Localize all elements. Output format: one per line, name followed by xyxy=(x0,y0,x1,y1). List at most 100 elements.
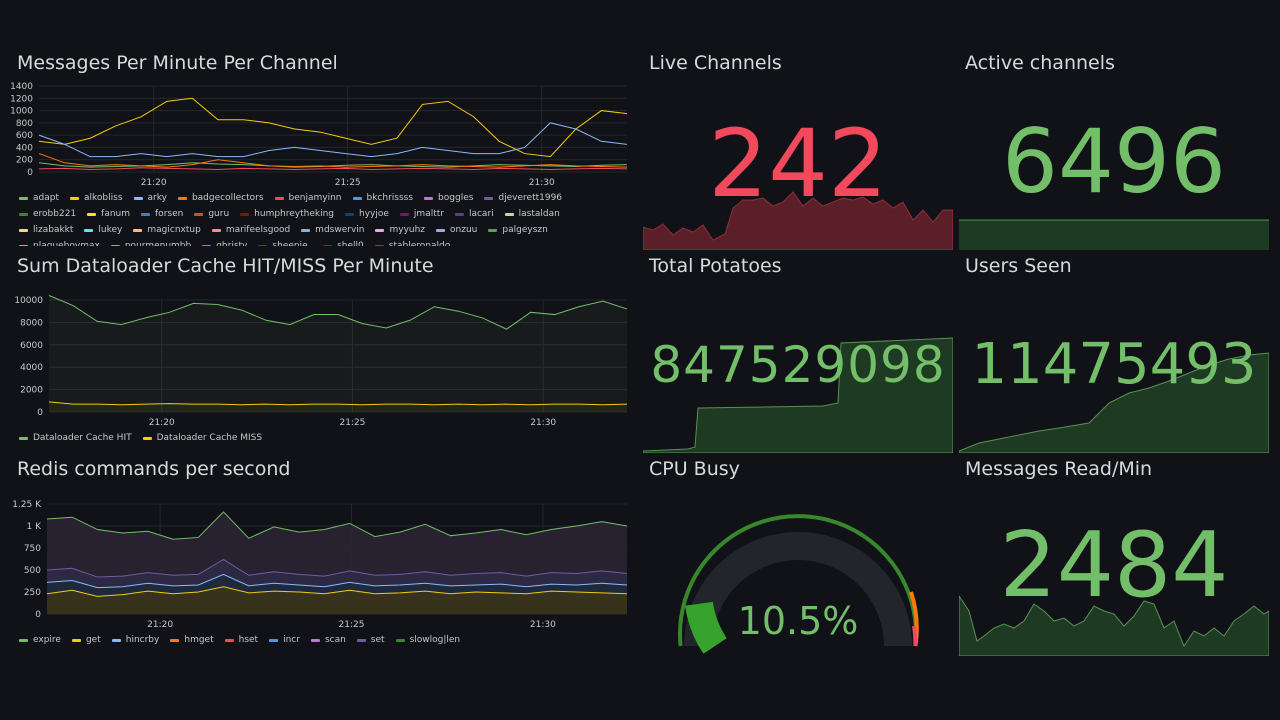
x-tick-label: 21:30 xyxy=(530,620,556,630)
legend-item[interactable]: alkobliss xyxy=(70,190,123,206)
legend-label: onzuu xyxy=(450,225,478,235)
legend-label: lastaldan xyxy=(518,209,560,219)
legend-item[interactable]: adapt xyxy=(19,190,59,206)
series-area-get xyxy=(47,586,627,614)
legend-label: benjamyinn xyxy=(288,193,342,203)
legend: expire get hincrby hmget hset incr scan set slow… xyxy=(19,632,629,648)
legend-item[interactable]: shell0 xyxy=(323,238,364,246)
legend-item[interactable]: hyyjoe xyxy=(345,206,389,222)
messages-chart[interactable]: 1400 1200 1000 800 600 400 200 0 21:20 21:25 21:3… xyxy=(11,80,631,220)
legend-item[interactable]: palgeyszn xyxy=(488,222,548,238)
legend-item[interactable]: Dataloader Cache HIT xyxy=(19,430,132,446)
legend-item[interactable]: mdswervin xyxy=(301,222,364,238)
legend-item[interactable]: arky xyxy=(133,190,167,206)
panel-title: Active channels xyxy=(965,52,1115,74)
legend-item[interactable]: marifeelsgood xyxy=(211,222,291,238)
y-tick-label: 400 xyxy=(16,143,33,153)
y-tick-label: 800 xyxy=(16,119,33,129)
legend-item[interactable]: jmalttr xyxy=(399,206,444,222)
panel-active-channels[interactable]: Active channels 6496 xyxy=(959,50,1269,250)
dataloader-chart[interactable]: 10000 8000 6000 4000 2000 0 21:20 21:25 21:30 xyxy=(11,283,631,433)
x-tick-label: 21:20 xyxy=(141,178,167,188)
series-line-hincrby xyxy=(46,573,628,589)
legend-item[interactable]: pourmenumbb xyxy=(110,238,191,246)
legend-item[interactable]: lacari xyxy=(454,206,494,222)
panel-live-channels[interactable]: Live Channels 242 xyxy=(643,50,953,250)
legend-item[interactable]: badgecollectors xyxy=(177,190,264,206)
legend-item[interactable]: humphreytheking xyxy=(240,206,334,222)
legend-label: Dataloader Cache HIT xyxy=(33,433,132,443)
legend-item[interactable]: stableronaldo xyxy=(374,238,450,246)
legend-label: hset xyxy=(238,635,259,645)
legend-item[interactable]: hset xyxy=(224,632,259,648)
legend-swatch xyxy=(345,212,355,216)
panel-dataloader-cache[interactable]: Sum Dataloader Cache HIT/MISS Per Minute… xyxy=(11,253,631,449)
legend-item[interactable]: qhristv xyxy=(202,238,247,246)
legend-item[interactable]: lukey xyxy=(84,222,122,238)
legend-swatch xyxy=(504,212,514,216)
x-tick-label: 21:25 xyxy=(339,418,365,428)
legend-swatch xyxy=(424,196,434,200)
series-line-expire xyxy=(46,511,628,540)
users-seen-sparkline xyxy=(959,352,1269,453)
legend: adapt alkobliss arky badgecollectors benjamy… xyxy=(19,190,629,246)
panel-users-seen[interactable]: Users Seen 11475493 xyxy=(959,253,1269,453)
panel-redis-commands[interactable]: Redis commands per second 1.25 K 1 K 750 50… xyxy=(11,456,631,652)
panel-title: Messages Per Minute Per Channel xyxy=(17,52,338,74)
legend-item[interactable]: slowlog|len xyxy=(395,632,460,648)
legend-label: sheenie_ xyxy=(272,241,313,246)
series-line-Dataloader Cache HIT xyxy=(48,295,628,330)
legend-label: hmget xyxy=(184,635,214,645)
y-tick-label: 1 K xyxy=(27,522,43,532)
legend-item[interactable]: hmget xyxy=(170,632,214,648)
panel-messages-per-minute[interactable]: Messages Per Minute Per Channel 1400 1200… xyxy=(11,50,631,246)
legend-item[interactable]: incr xyxy=(269,632,300,648)
panel-total-potatoes[interactable]: Total Potatoes 847529098 xyxy=(643,253,953,453)
legend-item[interactable]: lizabakkt xyxy=(19,222,73,238)
legend-swatch xyxy=(177,196,187,200)
legend-item[interactable]: onzuu xyxy=(436,222,477,238)
legend-item[interactable]: forsen xyxy=(141,206,183,222)
legend-item[interactable]: guru xyxy=(194,206,229,222)
legend-label: lacari xyxy=(468,209,494,219)
legend-swatch xyxy=(19,196,28,200)
legend-swatch xyxy=(310,638,320,642)
legend-item[interactable]: set xyxy=(356,632,385,648)
legend-item[interactable]: bkchrissss xyxy=(352,190,414,206)
legend-item[interactable]: sheenie_ xyxy=(258,238,312,246)
legend-swatch xyxy=(170,638,180,642)
legend-item[interactable]: plaqueboymax xyxy=(19,238,100,246)
legend-item[interactable]: expire xyxy=(19,632,61,648)
legend-item[interactable]: get xyxy=(71,632,101,648)
series-line-arky xyxy=(38,122,628,158)
legend-item[interactable]: djeverett1996 xyxy=(484,190,562,206)
legend-item[interactable]: boggles xyxy=(424,190,473,206)
legend-label: marifeelsgood xyxy=(225,225,291,235)
y-tick-label: 2000 xyxy=(20,386,43,396)
redis-chart[interactable]: 1.25 K 1 K 750 500 250 0 21:20 21:25 21:30 xyxy=(11,486,631,636)
series-line-Dataloader Cache MISS xyxy=(48,401,628,406)
legend-swatch xyxy=(202,244,212,246)
legend-label: bkchrissss xyxy=(366,193,414,203)
legend-item[interactable]: Dataloader Cache MISS xyxy=(142,430,262,446)
x-tick-label: 21:20 xyxy=(147,620,173,630)
legend-label: myyuhz xyxy=(389,225,426,235)
legend-item[interactable]: benjamyinn xyxy=(274,190,342,206)
series-line-set xyxy=(46,558,628,578)
legend: Dataloader Cache HIT Dataloader Cache MIS… xyxy=(19,430,629,446)
legend-item[interactable]: hincrby xyxy=(111,632,159,648)
legend-item[interactable]: fanum xyxy=(87,206,130,222)
legend-swatch xyxy=(87,212,97,216)
panel-cpu-busy[interactable]: CPU Busy 10.5% xyxy=(643,456,953,656)
legend-item[interactable]: lastaldan xyxy=(504,206,560,222)
legend-item[interactable]: magicnxtup xyxy=(133,222,201,238)
legend-item[interactable]: scan xyxy=(310,632,346,648)
legend-swatch xyxy=(110,244,120,246)
legend-swatch xyxy=(436,228,446,232)
panel-messages-read[interactable]: Messages Read/Min 2484 xyxy=(959,456,1269,656)
x-tick-label: 21:25 xyxy=(335,178,361,188)
legend-item[interactable]: myyuhz xyxy=(375,222,425,238)
legend-swatch xyxy=(211,228,221,232)
legend-label: mdswervin xyxy=(315,225,365,235)
legend-item[interactable]: erobb221 xyxy=(19,206,76,222)
